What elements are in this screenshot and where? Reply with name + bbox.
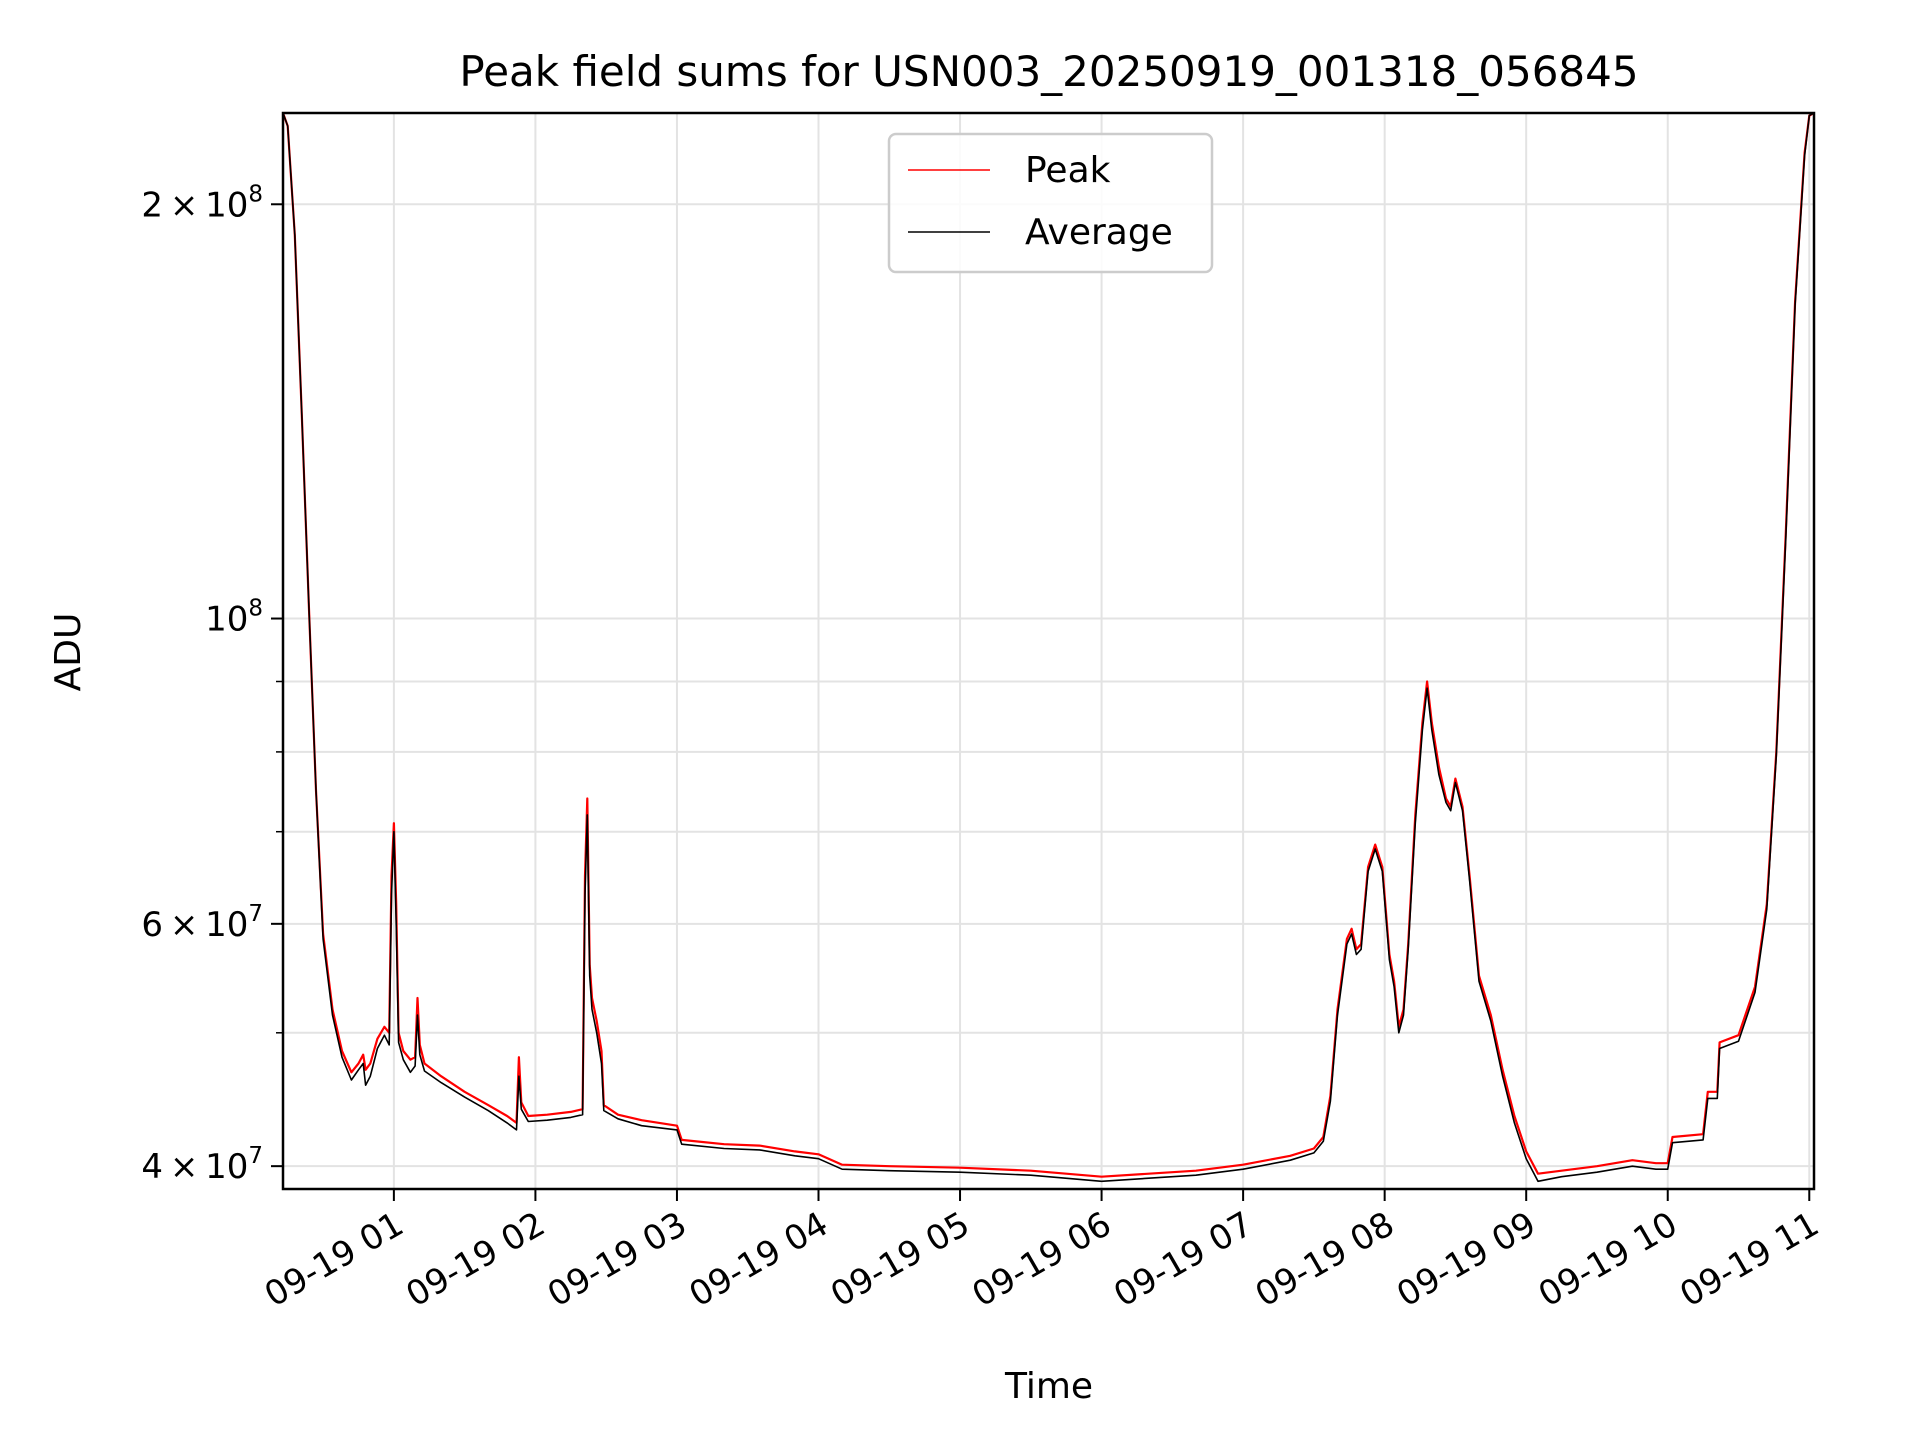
series-layer [283, 113, 1814, 1183]
y-tick-label: 2 × 108 [141, 181, 263, 225]
plot-frame [281, 111, 1816, 1191]
y-tick-label: 108 [205, 596, 263, 640]
y-tick-label: 6 × 107 [141, 901, 263, 945]
legend-label-peak: Peak [1025, 150, 1111, 191]
x-axis-label: Time [1004, 1366, 1093, 1407]
y-axis: 4 × 107 6 × 107 108 2 × 108 [141, 181, 283, 1187]
legend-label-average: Average [1025, 212, 1173, 253]
chart-title: Peak field sums for USN003_20250919_0013… [459, 47, 1638, 96]
series-line-average [283, 113, 1814, 1183]
y-axis-label: ADU [48, 613, 89, 692]
legend: Peak Average [887, 132, 1214, 274]
y-tick-label: 4 × 107 [141, 1143, 263, 1187]
legend-box [887, 132, 1214, 274]
